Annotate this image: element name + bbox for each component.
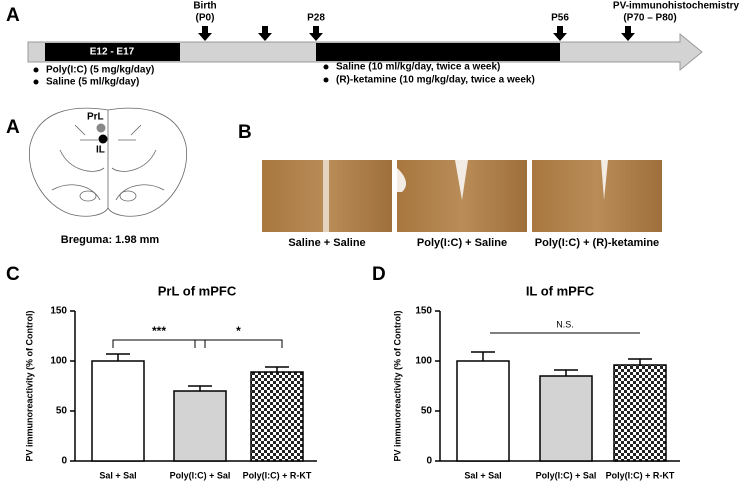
significance-label: N.S. <box>556 319 574 329</box>
bullet-text: (R)-ketamine (10 mg/kg/day, twice a week… <box>336 75 535 86</box>
panel-label: D <box>372 264 386 285</box>
image-label: Saline + Saline <box>288 237 365 249</box>
y-tick-label: 50 <box>421 406 433 417</box>
y-tick-label: 150 <box>50 306 67 317</box>
caption: Breguma: 1.98 mm <box>61 234 160 246</box>
il-region <box>98 134 108 144</box>
y-axis-label: PV immunoreactivity (% of Control) <box>24 310 34 461</box>
marker-arrow <box>258 26 272 41</box>
marker-arrow <box>198 26 212 41</box>
marker-arrow <box>309 26 323 41</box>
region-label: PrL <box>87 112 104 123</box>
significance-label: * <box>236 324 241 338</box>
image-label: Poly(I:C) + (R)-ketamine <box>535 237 659 249</box>
panel-label: C <box>6 264 20 285</box>
bullet-text: Saline (10 ml/kg/day, twice a week) <box>336 62 500 73</box>
x-tick-label: Poly(I:C) + R-KT <box>243 470 312 480</box>
marker-arrow <box>621 26 635 41</box>
image-label: Poly(I:C) + Saline <box>417 237 507 249</box>
panel-label: B <box>238 122 252 143</box>
prenatal-period <box>45 43 180 61</box>
bullet-text: Saline (5 ml/kg/day) <box>46 77 139 88</box>
bar <box>539 375 593 462</box>
treatment-period <box>316 43 560 61</box>
y-tick-label: 150 <box>415 306 432 317</box>
panel-label: A <box>6 5 20 26</box>
marker-label: (P0) <box>196 13 215 24</box>
y-tick-label: 50 <box>56 406 68 417</box>
panel-label: A <box>6 117 20 138</box>
micrograph-detail <box>397 160 468 200</box>
time-markers <box>198 26 635 41</box>
marker-label: P28 <box>307 13 325 24</box>
bullet-text: Poly(I:C) (5 mg/kg/day) <box>46 65 154 76</box>
x-tick-label: Poly(I:C) + Sal <box>170 470 231 480</box>
prl-region <box>96 123 106 133</box>
marker-arrow <box>553 26 567 41</box>
marker-label: PV-immunohistochemistry <box>613 1 740 12</box>
bullet <box>33 79 39 85</box>
micrograph <box>532 160 662 232</box>
x-tick-label: Sal + Sal <box>99 470 136 480</box>
significance-label: *** <box>152 324 166 338</box>
y-axis-label: PV immunoreactivity (% of Control) <box>392 310 402 461</box>
y-tick-label: 100 <box>415 356 432 367</box>
bullet <box>323 64 329 70</box>
bar <box>173 390 227 462</box>
significance-bracket <box>112 339 206 348</box>
brain-section <box>29 107 187 217</box>
micrograph-detail <box>601 160 608 200</box>
bar <box>250 371 304 462</box>
segment-label: E12 - E17 <box>90 47 135 58</box>
y-tick-label: 100 <box>50 356 67 367</box>
y-tick-label: 0 <box>61 456 67 467</box>
bar <box>456 360 510 462</box>
chart-title: PrL of mPFC <box>158 283 237 298</box>
x-tick-label: Poly(I:C) + R-KT <box>606 470 675 480</box>
bullet <box>33 67 39 73</box>
x-tick-label: Sal + Sal <box>464 470 501 480</box>
marker-label: (P70 – P80) <box>623 13 676 24</box>
bullet <box>323 77 329 83</box>
bar <box>613 364 667 462</box>
micrograph-detail <box>323 160 329 232</box>
marker-label: Birth <box>193 1 216 12</box>
y-tick-label: 0 <box>426 456 432 467</box>
x-tick-label: Poly(I:C) + Sal <box>536 470 597 480</box>
chart-title: IL of mPFC <box>526 283 595 298</box>
significance-bracket <box>194 339 283 348</box>
bar <box>91 360 145 462</box>
region-label: IL <box>96 145 105 156</box>
marker-label: P56 <box>551 13 569 24</box>
